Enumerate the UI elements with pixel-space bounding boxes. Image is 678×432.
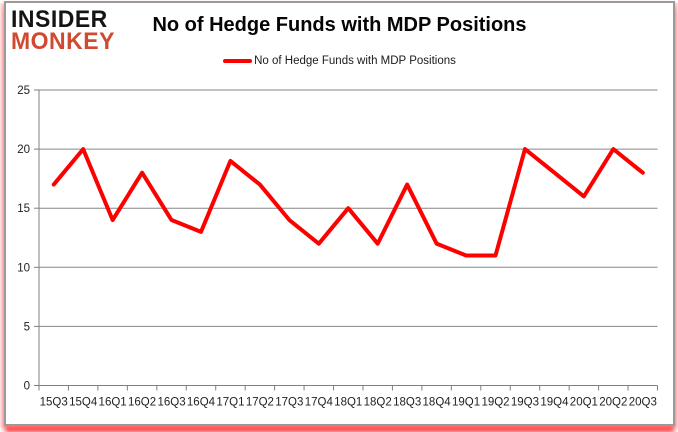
x-axis-tick-label: 17Q1 bbox=[216, 397, 244, 409]
x-axis-tick-label: 17Q4 bbox=[305, 397, 334, 409]
insider-monkey-logo: INSIDER MONKEY bbox=[11, 4, 115, 55]
x-axis-tick-label: 20Q1 bbox=[570, 397, 598, 409]
x-axis-tick-label: 18Q2 bbox=[364, 397, 392, 409]
x-axis-tick-label: 18Q3 bbox=[393, 397, 421, 409]
series-line bbox=[51, 147, 645, 258]
legend-label: No of Hedge Funds with MDP Positions bbox=[254, 55, 456, 67]
x-axis-tick-label: 19Q1 bbox=[452, 397, 480, 409]
x-axis-tick-label: 19Q2 bbox=[481, 397, 509, 409]
x-axis-tick-label: 20Q2 bbox=[599, 397, 627, 409]
logo-text-insider: INSIDER bbox=[11, 4, 108, 33]
y-axis-tick-label: 25 bbox=[17, 85, 30, 97]
x-axis-tick-label: 18Q1 bbox=[334, 397, 362, 409]
x-axis-tick-label: 18Q4 bbox=[423, 397, 452, 409]
x-axis-tick-label: 16Q2 bbox=[128, 397, 156, 409]
y-axis-tick-label: 20 bbox=[17, 144, 30, 156]
x-axis-tick-label: 16Q4 bbox=[187, 397, 216, 409]
y-axis-tick-label: 15 bbox=[17, 203, 30, 215]
x-axis-tick-label: 17Q3 bbox=[275, 397, 303, 409]
legend-line-marker-icon bbox=[223, 59, 253, 63]
x-axis-tick-label: 15Q4 bbox=[69, 397, 98, 409]
y-axis-tick-label: 5 bbox=[24, 321, 30, 333]
x-axis-tick-label: 15Q3 bbox=[40, 397, 68, 409]
x-axis-tick-label: 20Q3 bbox=[629, 397, 657, 409]
x-axis-tick-label: 19Q3 bbox=[511, 397, 539, 409]
y-axis-tick-label: 10 bbox=[17, 262, 30, 274]
x-axis-tick-label: 16Q3 bbox=[157, 397, 185, 409]
x-axis-tick-label: 17Q2 bbox=[246, 397, 274, 409]
y-axis-tick-label: 0 bbox=[24, 381, 30, 393]
logo-text-monkey: MONKEY bbox=[11, 27, 115, 55]
x-axis-tick-label: 19Q4 bbox=[540, 397, 569, 409]
chart-title: No of Hedge Funds with MDP Positions bbox=[152, 14, 527, 36]
chart-panel: INSIDER MONKEY No of Hedge Funds with MD… bbox=[4, 1, 675, 426]
x-axis-tick-label: 16Q1 bbox=[99, 397, 127, 409]
legend: No of Hedge Funds with MDP Positions bbox=[6, 55, 673, 67]
